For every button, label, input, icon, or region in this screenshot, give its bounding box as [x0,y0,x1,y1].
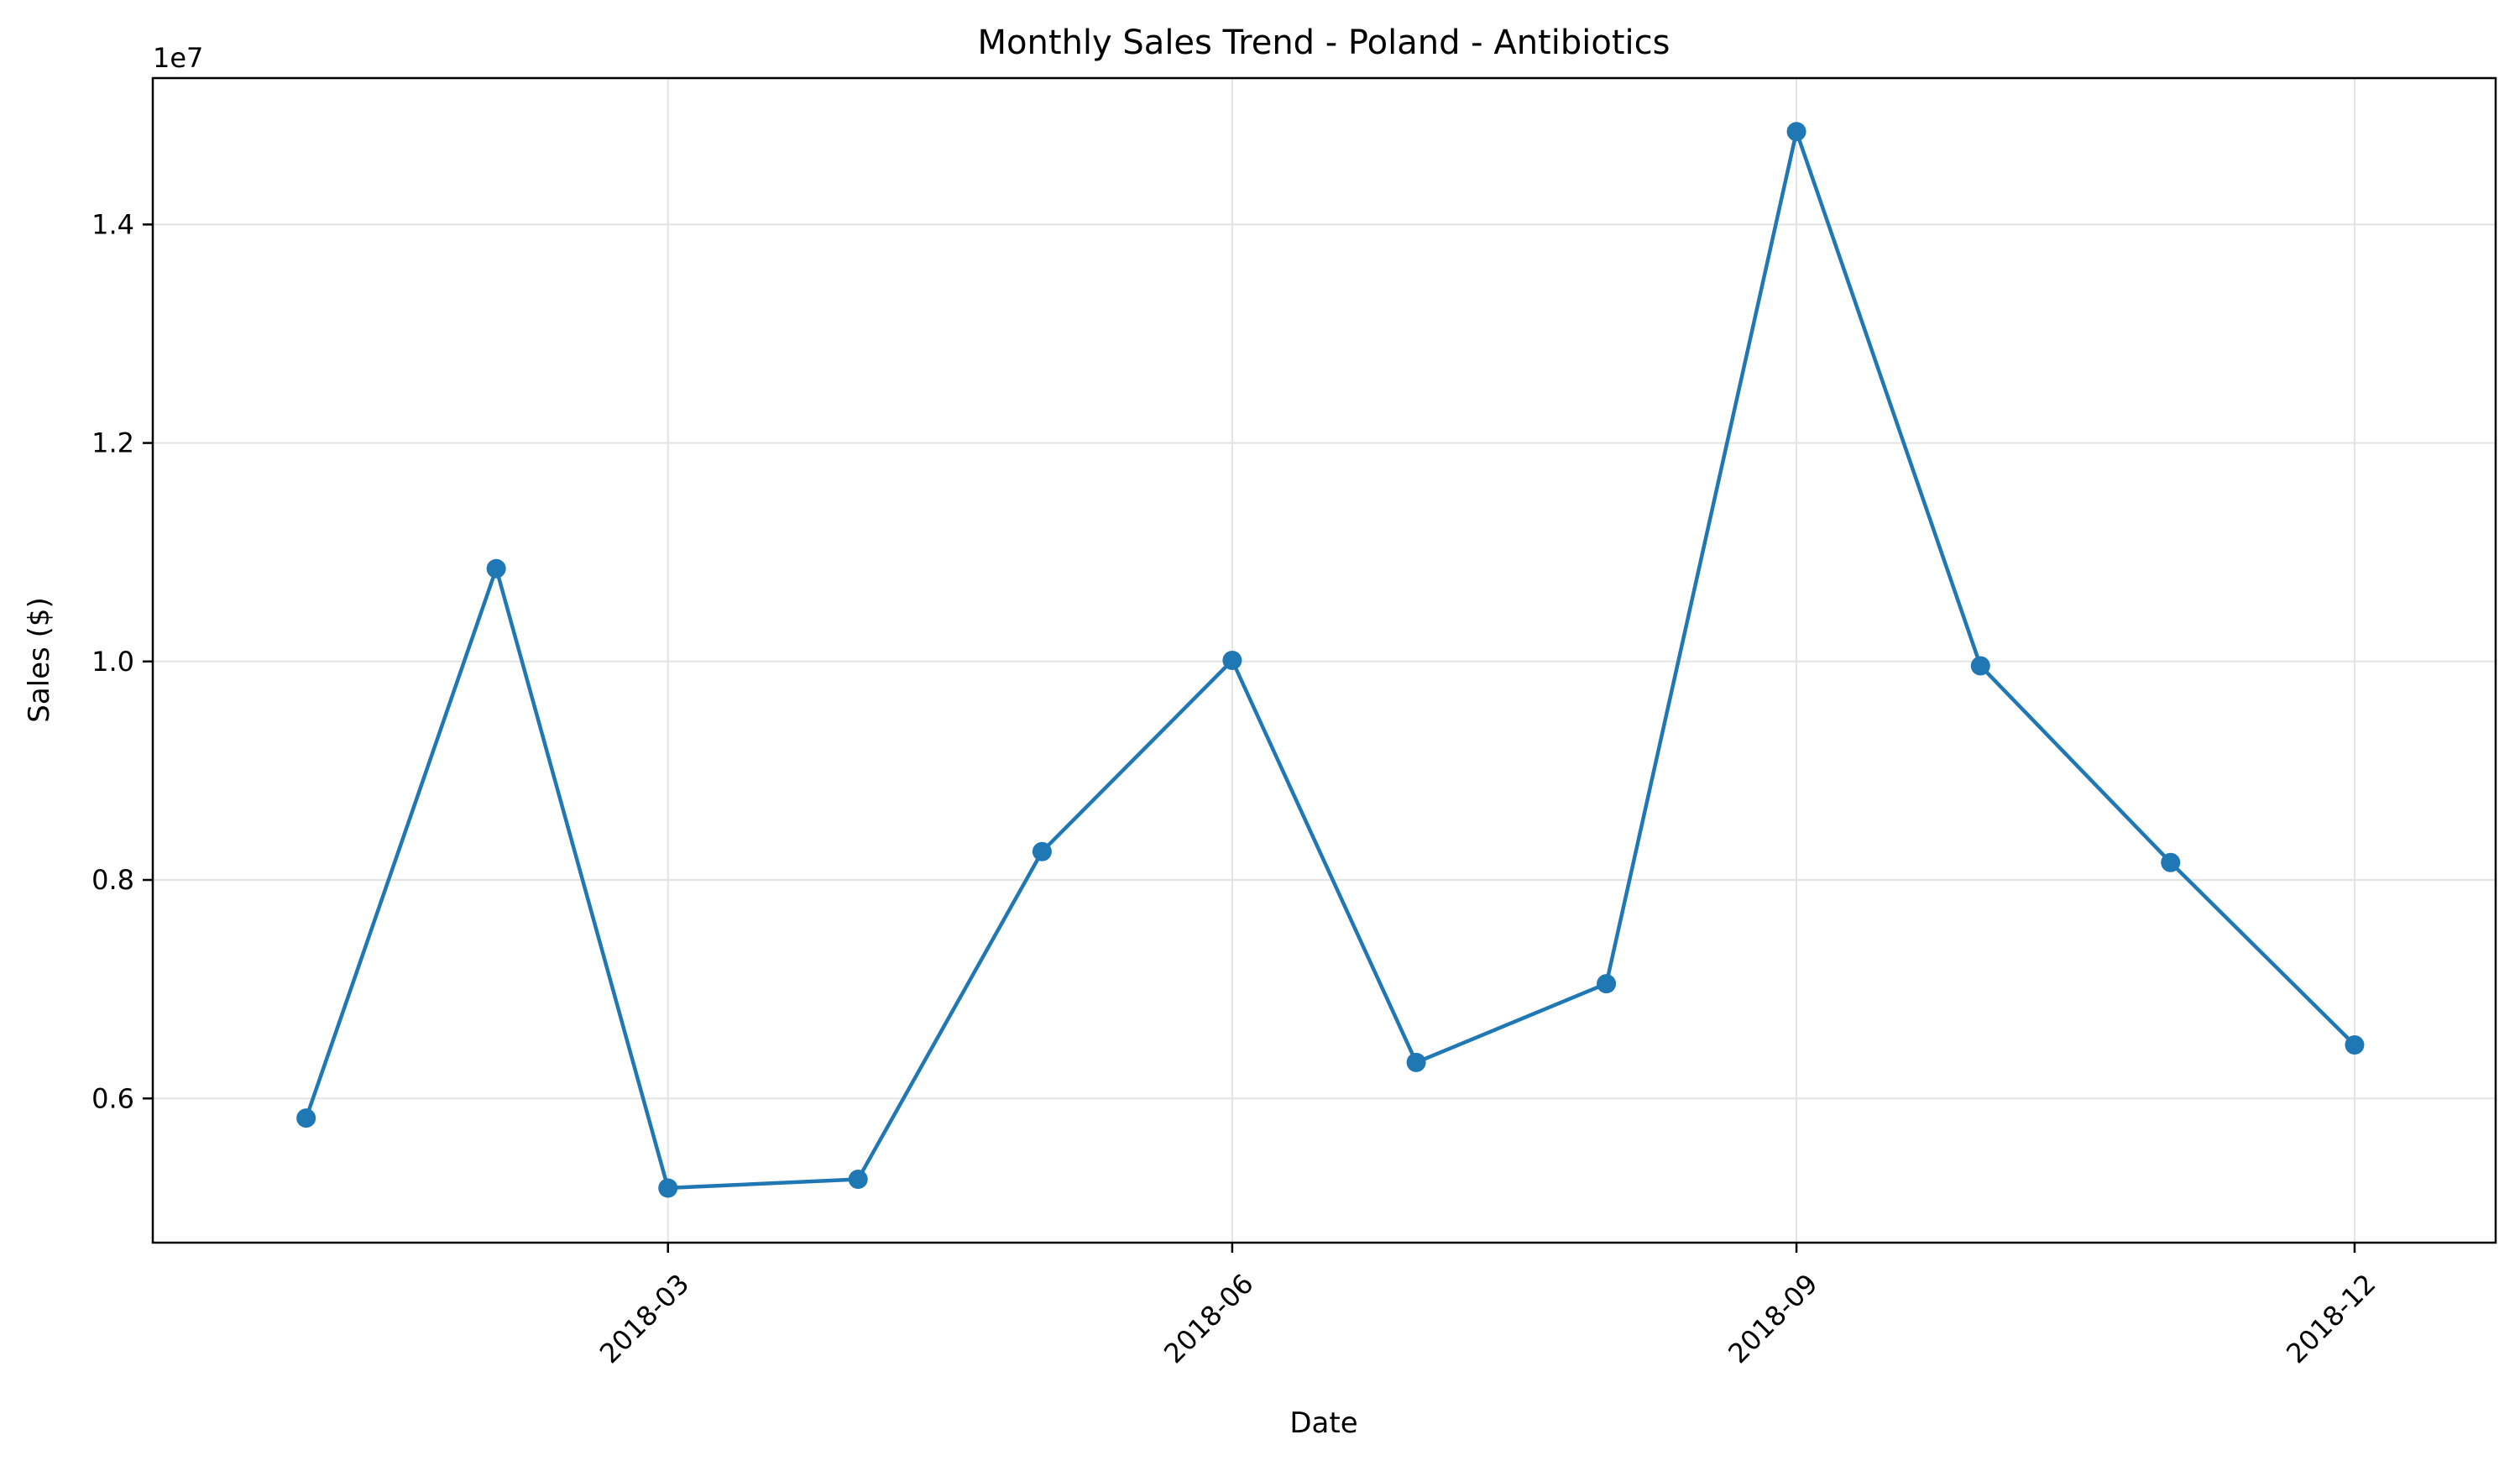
data-point[interactable] [296,1108,316,1128]
data-point[interactable] [2161,852,2181,872]
grid [153,78,2496,1243]
data-point[interactable] [1222,651,1242,670]
data-point[interactable] [658,1178,678,1198]
y-tick-label: 1.2 [91,427,134,459]
data-point[interactable] [2345,1034,2365,1055]
data-point[interactable] [1406,1052,1426,1072]
y-axis-label: Sales ($) [23,597,56,722]
data-point[interactable] [1970,656,1990,676]
series-layer [296,122,2365,1198]
plot-frame [151,76,2497,1244]
x-axis-label: Date [1289,1406,1357,1440]
series-line [304,129,2356,1191]
data-point[interactable] [1032,841,1052,861]
y-tick-label: 0.6 [91,1082,134,1114]
data-point[interactable] [848,1170,868,1190]
data-point[interactable] [1786,122,1806,142]
y-tick-label: 0.8 [91,864,134,896]
chart-title: Monthly Sales Trend - Poland - Antibioti… [978,24,1670,62]
data-point[interactable] [486,558,506,579]
data-point[interactable] [1597,974,1617,994]
y-tick-label: 1.0 [91,646,134,678]
y-offset-label: 1e7 [153,42,203,74]
y-tick-label: 1.4 [91,208,134,240]
